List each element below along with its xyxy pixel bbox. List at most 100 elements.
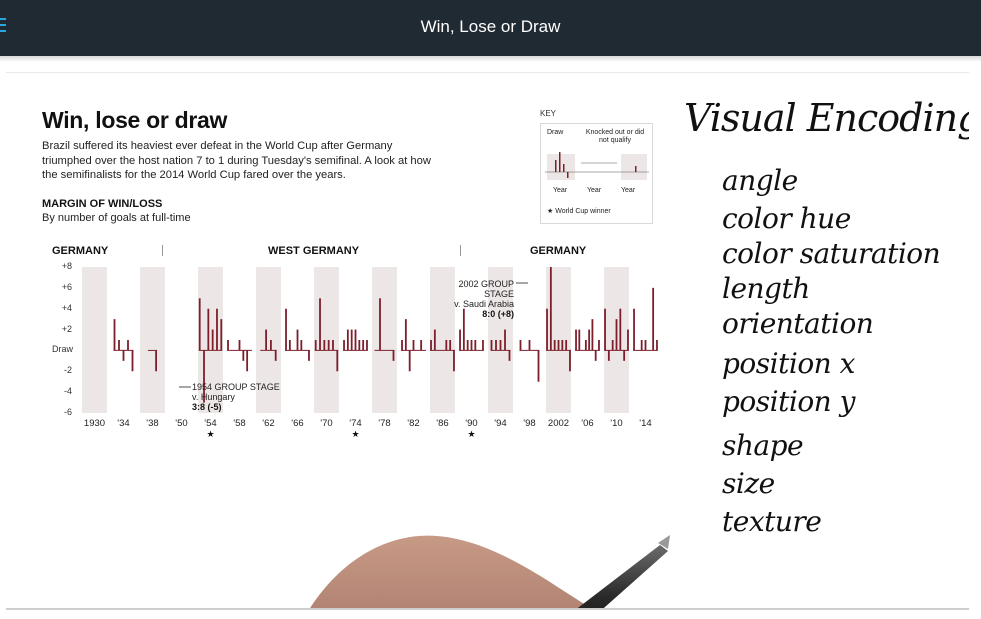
margin-bar: [366, 340, 368, 351]
margin-bar: [270, 340, 272, 351]
margin-bar: [584, 340, 587, 351]
winner-star-icon: ★: [351, 429, 360, 439]
whiteboard-item: position x: [722, 347, 855, 380]
margin-bar: [392, 350, 395, 361]
tournament-band: [372, 267, 397, 413]
margin-bar: [362, 340, 365, 351]
section-label-germany-2: GERMANY: [530, 245, 587, 257]
margin-bar: [430, 340, 432, 351]
x-tick-label: '98: [523, 418, 536, 429]
y-tick-label: -2: [63, 365, 72, 376]
margin-bar: [122, 350, 125, 361]
y-tick-label: -6: [63, 407, 72, 417]
hamburger-icon[interactable]: [0, 18, 8, 38]
margin-bar: [565, 340, 568, 351]
margin-bar: [285, 308, 287, 351]
margin-bar: [343, 340, 345, 351]
key-year-label-3: Year: [621, 187, 636, 194]
margin-bar: [242, 350, 245, 361]
margin-bar: [594, 350, 597, 361]
margin-bar: [588, 329, 591, 351]
video-frame[interactable]: Win, lose or draw Brazil suffered its he…: [6, 72, 969, 610]
tournament-band: [82, 267, 107, 413]
margin-bar: [557, 340, 560, 351]
annotation-1954-line2: v. Hungary: [192, 392, 235, 402]
key-year-label-1: Year: [553, 187, 568, 194]
margin-bar: [482, 340, 484, 351]
margin-bar: [459, 329, 461, 351]
margin-bar: [408, 350, 411, 372]
annotation-2002: 2002 GROUP STAGE v. Saudi Arabia 8:0 (+8…: [430, 279, 514, 319]
margin-bar: [569, 350, 571, 372]
margin-bar: [323, 340, 326, 351]
margin-bar: [220, 319, 223, 351]
margin-bar: [354, 329, 357, 351]
whiteboard-item: orientation: [722, 307, 874, 340]
margin-bar: [619, 308, 622, 351]
x-tick-label: '82: [407, 418, 420, 429]
infographic: Win, lose or draw Brazil suffered its he…: [16, 97, 666, 457]
key-draw-label: Draw: [547, 129, 564, 136]
topbar-shadow: [0, 56, 981, 62]
margin-bar: [350, 329, 353, 351]
margin-bar: [575, 329, 577, 351]
whiteboard-item: color saturation: [722, 237, 941, 270]
annotation-2002-score: 8:0 (+8): [482, 309, 514, 319]
margin-bar: [198, 298, 201, 351]
tournament-band: [314, 267, 339, 413]
key-label: KEY: [540, 109, 557, 118]
margin-bar: [131, 350, 134, 372]
whiteboard-title: Visual Encoding: [684, 96, 969, 140]
margin-bar: [308, 350, 310, 361]
y-tick-label: +4: [61, 302, 72, 313]
annotation-2002-line2: v. Saudi Arabia: [454, 299, 514, 309]
infographic-description: Brazil suffered its heaviest ever defeat…: [42, 140, 431, 181]
margin-bar: [211, 329, 214, 351]
margin-bar: [537, 350, 540, 382]
margin-bar: [336, 350, 339, 372]
tournament-band: [256, 267, 281, 413]
x-tick-label: '34: [117, 418, 130, 429]
margin-bar: [598, 340, 600, 351]
margin-bar: [490, 340, 493, 351]
margin-bar: [327, 340, 330, 351]
margin-bar: [640, 340, 643, 351]
margin-bar: [607, 350, 610, 361]
section-label-west-germany: WEST GERMANY: [268, 245, 360, 257]
y-tick-label: +8: [61, 261, 72, 271]
section-label-germany: GERMANY: [52, 245, 109, 257]
margin-bar: [113, 319, 116, 351]
margin-bar: [300, 340, 303, 351]
annotation-1954-score: 3:8 (-5): [192, 402, 222, 412]
margin-bar: [549, 267, 552, 351]
key-box: Draw Knocked out or did not qualify Year…: [540, 123, 653, 224]
x-tick-label: 2002: [547, 418, 570, 429]
x-tick-label: '74: [349, 418, 362, 429]
section-divider: [162, 245, 163, 256]
x-tick-label: '14: [639, 418, 652, 429]
margin-bar: [238, 340, 241, 351]
x-tick-label: '54: [204, 418, 217, 429]
x-tick-label: '78: [378, 418, 391, 429]
x-tick-label: '86: [436, 418, 449, 429]
margin-bar: [495, 340, 497, 351]
whiteboard-item: texture: [722, 505, 822, 538]
margin-bar: [319, 298, 321, 351]
x-tick-label: 1930: [83, 418, 106, 429]
section-divider: [460, 245, 461, 256]
margin-bar: [623, 350, 626, 361]
x-tick-label: '50: [175, 418, 188, 429]
margin-bar: [462, 308, 465, 351]
margin-bar: [508, 350, 511, 361]
margin-bar-chart: [82, 267, 658, 413]
x-tick-label: '70: [320, 418, 333, 429]
margin-bar: [499, 340, 502, 351]
margin-bar: [207, 308, 210, 351]
annotation-1954: 1954 GROUP STAGE v. Hungary 3:8 (-5): [192, 382, 280, 412]
winner-star-icon: ★: [467, 429, 476, 439]
margin-bar: [404, 319, 407, 351]
x-tick-label: '90: [465, 418, 478, 429]
margin-bar: [420, 340, 423, 351]
x-tick-label: '06: [581, 418, 594, 429]
winner-star-icon: ★: [206, 429, 215, 439]
